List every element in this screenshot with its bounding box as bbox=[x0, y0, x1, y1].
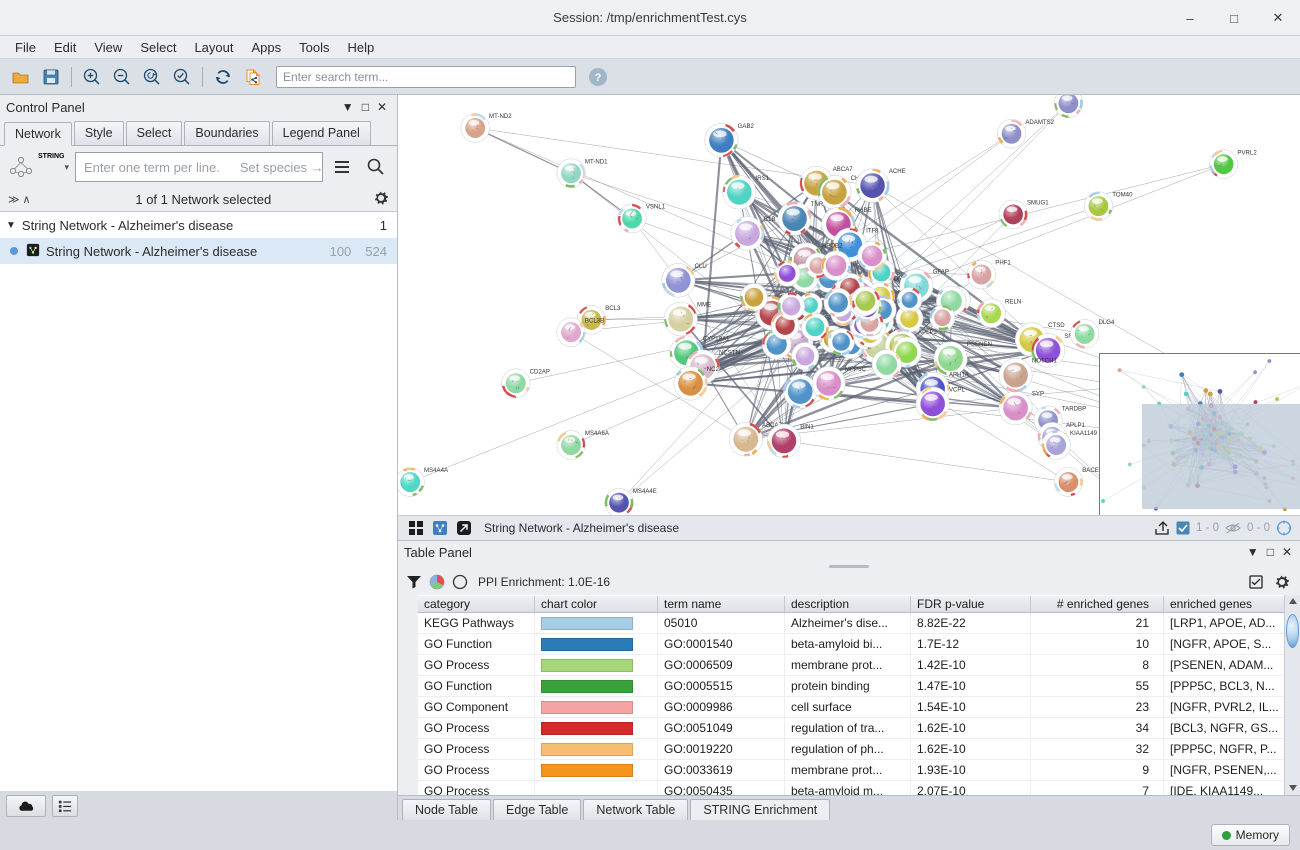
svg-text:MT-ND1: MT-ND1 bbox=[585, 158, 608, 165]
svg-text:BCL3: BCL3 bbox=[605, 305, 621, 312]
svg-text:SYP: SYP bbox=[1032, 391, 1044, 398]
svg-text:MS4A4A: MS4A4A bbox=[424, 467, 449, 474]
svg-text:APOE2: APOE2 bbox=[822, 242, 843, 249]
svg-text:MS4A6A: MS4A6A bbox=[585, 430, 610, 437]
svg-text:NOTCH1: NOTCH1 bbox=[1032, 358, 1058, 365]
svg-text:RELN: RELN bbox=[1005, 298, 1021, 305]
svg-text:ADAMTS2: ADAMTS2 bbox=[1025, 119, 1054, 126]
svg-text:ITF8: ITF8 bbox=[866, 227, 879, 234]
svg-text:BIN1: BIN1 bbox=[800, 423, 814, 430]
svg-text:MPP5C: MPP5C bbox=[845, 366, 867, 373]
svg-text:SMUG1: SMUG1 bbox=[1027, 199, 1049, 206]
svg-text:PHF1: PHF1 bbox=[995, 260, 1011, 267]
svg-text:MME: MME bbox=[697, 302, 711, 309]
svg-text:PSENEN: PSENEN bbox=[967, 341, 992, 348]
svg-text:GFAP: GFAP bbox=[933, 269, 949, 276]
svg-text:CLU: CLU bbox=[695, 263, 707, 270]
svg-text:TOM40: TOM40 bbox=[1112, 191, 1133, 198]
svg-text:GAB2: GAB2 bbox=[738, 123, 755, 130]
svg-text:APLP2: APLP2 bbox=[918, 329, 938, 336]
svg-text:IRS1: IRS1 bbox=[756, 175, 770, 182]
svg-text:VCPL: VCPL bbox=[949, 386, 965, 393]
svg-text:APH1A: APH1A bbox=[949, 372, 970, 379]
svg-text:APLP1: APLP1 bbox=[1066, 422, 1086, 429]
svg-text:DLG4: DLG4 bbox=[1098, 319, 1114, 326]
svg-text:VSNL1: VSNL1 bbox=[646, 204, 666, 211]
svg-text:KIAA1149: KIAA1149 bbox=[1070, 430, 1098, 437]
svg-text:CTSD: CTSD bbox=[1048, 322, 1065, 329]
svg-text:RHBE: RHBE bbox=[855, 207, 872, 214]
svg-text:NC2: NC2 bbox=[707, 366, 720, 373]
svg-text:CYP19A1: CYP19A1 bbox=[703, 335, 730, 342]
svg-text:ACHE: ACHE bbox=[889, 168, 906, 175]
svg-text:C1B: C1B bbox=[764, 216, 776, 223]
svg-text:CD2AP: CD2AP bbox=[530, 368, 550, 375]
svg-text:TNR: TNR bbox=[811, 201, 824, 208]
svg-text:NCSTN: NCSTN bbox=[719, 349, 740, 356]
svg-text:ABCA7: ABCA7 bbox=[833, 166, 854, 173]
svg-text:PVRL2: PVRL2 bbox=[1237, 149, 1257, 156]
svg-text:?: ? bbox=[595, 72, 602, 84]
svg-text:BCL3B: BCL3B bbox=[585, 317, 604, 324]
svg-text:MS4A4E: MS4A4E bbox=[633, 488, 657, 495]
svg-text:MT-ND2: MT-ND2 bbox=[489, 113, 512, 120]
svg-text:TARDBP: TARDBP bbox=[1062, 405, 1086, 412]
